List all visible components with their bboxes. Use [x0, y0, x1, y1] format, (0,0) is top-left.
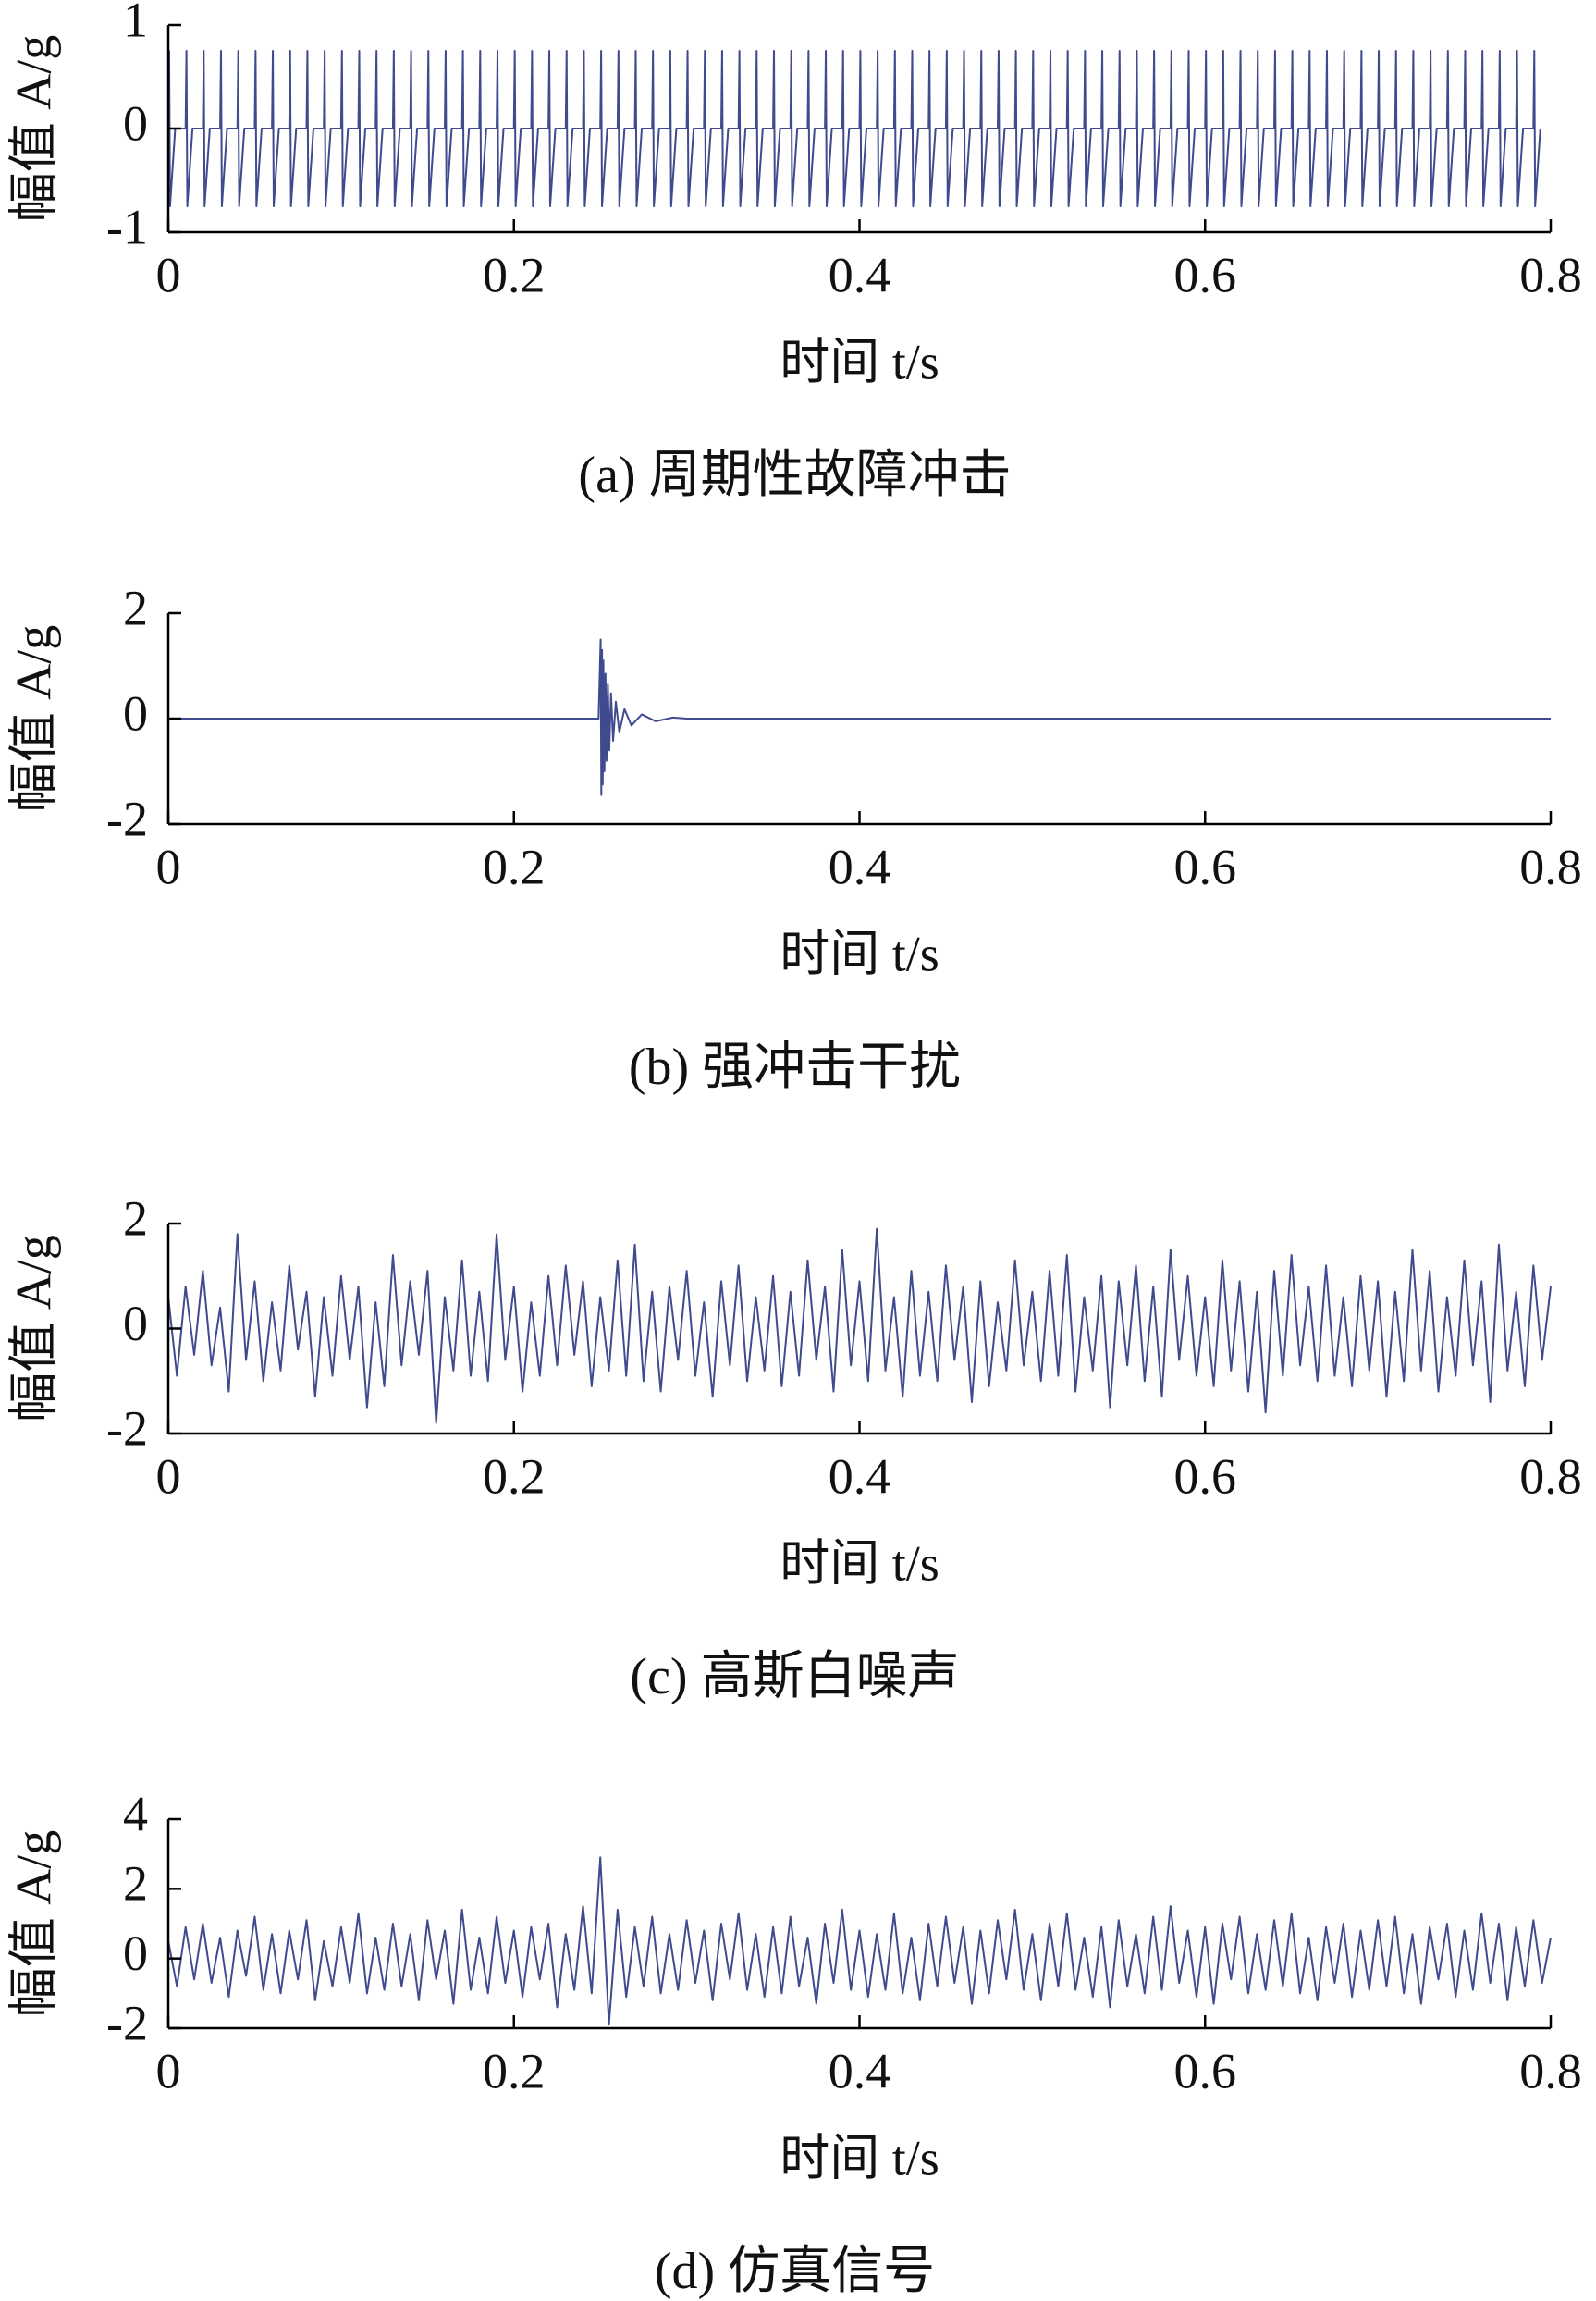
x-tick-label: 0	[156, 247, 181, 302]
x-axis-label: 时间 t/s	[780, 926, 939, 981]
y-tick-label: 2	[123, 1856, 148, 1912]
x-tick-label: 0.6	[1174, 1448, 1237, 1504]
y-tick-label: -1	[106, 199, 148, 254]
x-axis-label: 时间 t/s	[780, 1535, 939, 1591]
x-tick-label: 0	[156, 1448, 181, 1504]
x-axis-label: 时间 t/s	[780, 2130, 939, 2185]
x-tick-label: 0.6	[1174, 839, 1237, 894]
x-tick-label: 0.2	[483, 839, 546, 894]
x-tick-label: 0.4	[829, 1448, 891, 1504]
x-tick-label: 0.8	[1519, 839, 1582, 894]
signal-line	[167, 1227, 1552, 1424]
x-tick-label: 0.4	[829, 839, 891, 894]
y-tick-label: 0	[123, 685, 148, 741]
y-tick-label: -2	[106, 1995, 148, 2050]
y-tick-label: -2	[106, 791, 148, 846]
x-axis-label: 时间 t/s	[780, 334, 939, 389]
y-tick-label: 0	[123, 95, 148, 151]
signal-line	[167, 50, 1541, 207]
y-tick-label: 0	[123, 1296, 148, 1351]
x-tick-label: 0.8	[1519, 247, 1582, 302]
x-tick-label: 0.8	[1519, 2043, 1582, 2098]
x-tick-label: 0	[156, 839, 181, 894]
caption: (c) 高斯白噪声	[630, 1648, 959, 1705]
x-tick-label: 0.8	[1519, 1448, 1582, 1504]
caption: (a) 周期性故障冲击	[578, 447, 1011, 504]
y-axis-label: 幅值 A/g	[6, 1235, 61, 1422]
x-tick-label: 0.6	[1174, 2043, 1237, 2098]
y-axis-label: 幅值 A/g	[6, 35, 61, 223]
signal-line	[168, 638, 1551, 796]
y-axis-label: 幅值 A/g	[6, 625, 61, 813]
x-tick-label: 0.2	[483, 2043, 546, 2098]
caption: (b) 强冲击干扰	[629, 1039, 961, 1096]
y-tick-label: -2	[106, 1400, 148, 1456]
x-tick-label: 0.2	[483, 1448, 546, 1504]
x-tick-label: 0.6	[1174, 247, 1237, 302]
y-tick-label: 0	[123, 1926, 148, 1981]
x-tick-label: 0.4	[829, 247, 891, 302]
x-tick-label: 0	[156, 2043, 181, 2098]
x-tick-label: 0.4	[829, 2043, 891, 2098]
caption: (d) 仿真信号	[655, 2243, 935, 2300]
y-tick-label: 2	[123, 580, 148, 635]
y-axis-label: 幅值 A/g	[6, 1830, 61, 2018]
signal-line	[167, 1856, 1552, 2026]
y-tick-label: 2	[123, 1190, 148, 1246]
x-tick-label: 0.2	[483, 247, 546, 302]
y-tick-label: 4	[123, 1786, 148, 1841]
y-tick-label: 1	[123, 0, 148, 47]
